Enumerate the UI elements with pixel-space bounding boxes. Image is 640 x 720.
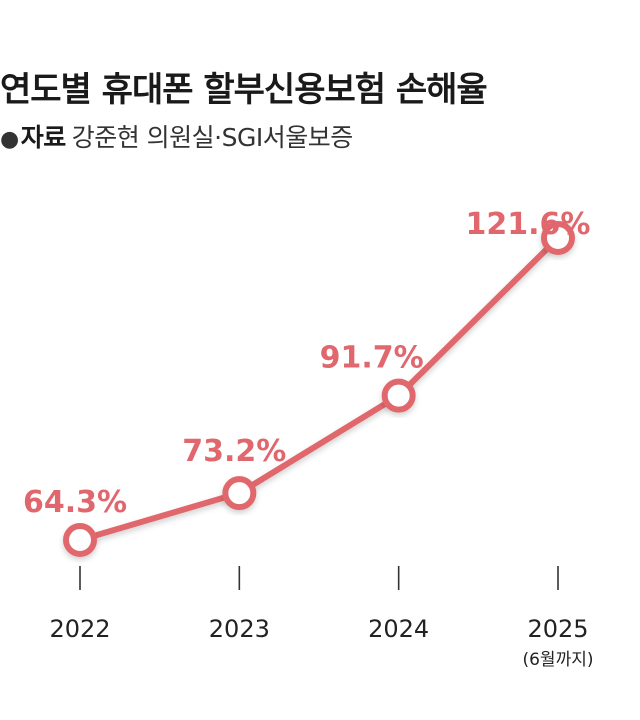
x-axis-labels: 2022 2023 2024 2025 (6월까지)	[49, 615, 593, 670]
x-note-2025: (6월까지)	[522, 650, 593, 670]
data-markers	[63, 221, 575, 557]
series-group	[77, 235, 561, 543]
data-label-2024: 91.7%	[320, 341, 424, 376]
data-label-2023: 73.2%	[182, 434, 286, 469]
data-point-2022	[63, 523, 97, 557]
data-label-2025: 121.6%	[466, 207, 591, 242]
x-label-2024: 2024	[368, 615, 429, 643]
data-point-2023	[222, 476, 257, 511]
data-point-2025	[541, 221, 575, 255]
x-label-2023: 2023	[209, 615, 270, 643]
source-label: 자료	[20, 123, 67, 152]
chart-title: 연도별 휴대폰 할부신용보험 손해율	[0, 70, 488, 110]
data-point-2024	[381, 378, 416, 413]
series-line	[77, 235, 561, 543]
x-axis-ticks	[79, 566, 559, 590]
data-label-2022: 64.3%	[23, 485, 127, 520]
x-label-2025: 2025	[527, 615, 588, 643]
source-text: 강준현 의원실·SGI서울보증	[71, 123, 354, 152]
data-labels: 64.3% 73.2% 91.7% 121.6%	[23, 207, 591, 520]
bullet-icon: ●	[0, 127, 19, 152]
source-note: ●자료 강준현 의원실·SGI서울보증	[0, 118, 353, 154]
x-label-2022: 2022	[49, 615, 110, 643]
